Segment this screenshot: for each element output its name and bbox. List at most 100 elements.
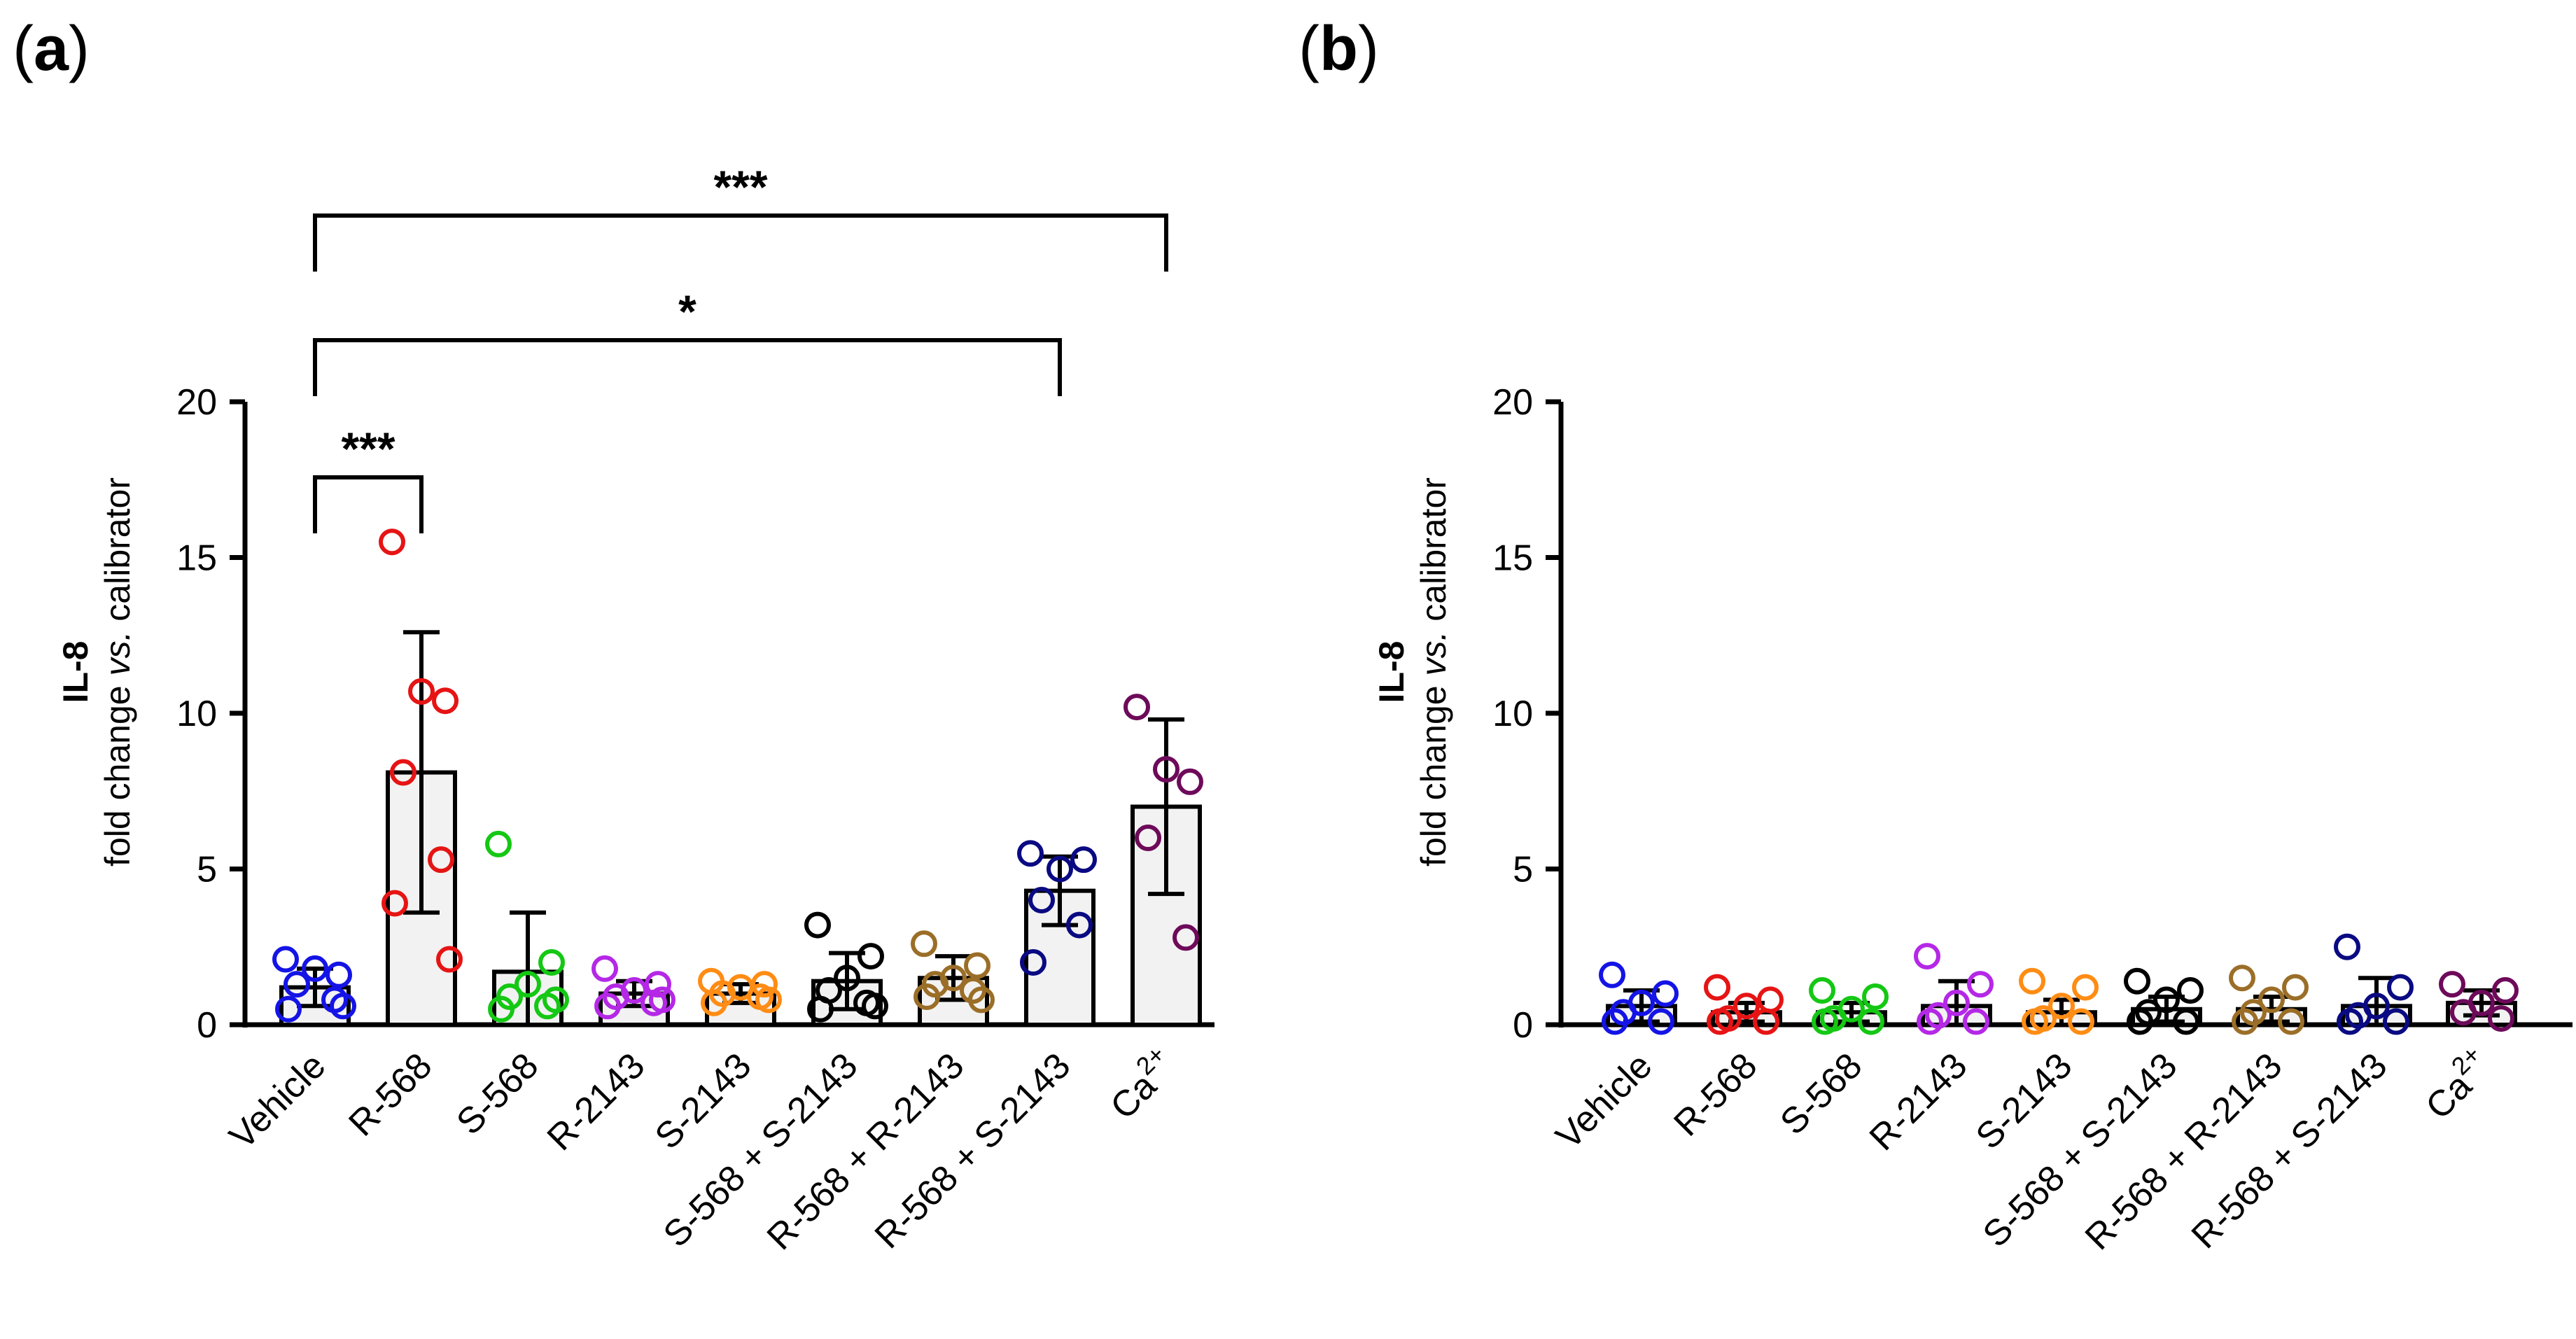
y-tick-label: 10 — [1492, 694, 1533, 734]
data-point — [804, 911, 831, 939]
data-point — [1652, 980, 1679, 1007]
data-point — [1733, 993, 1760, 1020]
data-point — [1858, 1008, 1884, 1035]
x-category-label: R-568 + R-2143 — [760, 1045, 972, 1258]
data-point — [390, 759, 416, 786]
data-point — [594, 993, 621, 1020]
data-point — [2488, 1005, 2514, 1032]
data-point — [2439, 971, 2465, 998]
data-point — [968, 986, 995, 1014]
data-point — [2124, 967, 2150, 995]
data-point — [428, 846, 454, 874]
data-point — [755, 986, 782, 1014]
x-category-label: R-568 — [341, 1045, 440, 1144]
data-point — [2334, 933, 2360, 960]
data-point — [436, 946, 463, 973]
data-point — [2258, 986, 2285, 1014]
data-point — [2282, 974, 2309, 1001]
data-point — [1177, 768, 1203, 795]
data-point — [1862, 983, 1889, 1010]
data-point — [649, 986, 676, 1014]
data-point — [1707, 1008, 1733, 1035]
data-point — [1135, 825, 1161, 851]
x-category-label: Ca2+ — [1098, 1040, 1185, 1128]
data-point — [2229, 965, 2255, 992]
data-point — [2068, 1008, 2094, 1035]
significance-bracket — [313, 338, 1062, 396]
y-tick-label: 15 — [176, 538, 217, 579]
panel-label-b: (b) — [1298, 14, 1379, 84]
data-point — [913, 983, 940, 1010]
y-axis-title-sub: fold change vs. calibrator — [98, 477, 137, 867]
data-point — [330, 993, 356, 1020]
y-axis-title-sub: fold change vs. calibrator — [1414, 477, 1453, 867]
data-point — [862, 993, 888, 1020]
x-category-label: Ca2+ — [2413, 1040, 2500, 1128]
data-point — [1028, 887, 1055, 913]
y-axis-title-bold: IL-8 — [56, 641, 95, 703]
y-tick-label: 5 — [1513, 850, 1533, 890]
data-point — [834, 965, 860, 992]
data-point — [2153, 986, 2180, 1014]
data-point — [1812, 1008, 1838, 1035]
y-axis-label-b: IL-8 fold change vs. calibrator — [1372, 477, 1453, 867]
y-tick-label: 20 — [176, 382, 217, 423]
data-point — [2387, 974, 2414, 1001]
x-category-label: R-568 + S-2143 — [2184, 1045, 2395, 1256]
x-category-label: S-568 — [1772, 1045, 1870, 1142]
data-point — [272, 946, 299, 973]
data-point — [1809, 977, 1835, 1004]
significance-bracket — [313, 475, 424, 533]
data-point — [1943, 989, 1970, 1016]
data-point — [432, 687, 458, 715]
data-point — [2337, 1008, 2363, 1035]
data-point — [1914, 943, 1940, 970]
data-point — [1020, 949, 1046, 976]
data-point — [645, 971, 671, 998]
data-point — [592, 955, 618, 982]
data-point — [1172, 924, 1199, 951]
x-category-label: S-568 + S-2143 — [656, 1045, 866, 1255]
data-point — [1017, 840, 1044, 867]
data-point — [1753, 1008, 1779, 1035]
significance-label: *** — [713, 161, 767, 213]
significance-label: *** — [341, 423, 395, 475]
y-axis-title-bold: IL-8 — [1372, 641, 1411, 703]
data-point — [1602, 1008, 1628, 1035]
data-point — [2019, 967, 2045, 995]
data-point — [1599, 961, 1625, 988]
data-point — [1648, 1008, 1674, 1035]
data-point — [2492, 977, 2519, 1004]
y-tick-label: 0 — [197, 1005, 217, 1046]
data-point — [911, 930, 937, 958]
data-point — [2173, 1008, 2199, 1035]
data-point — [382, 890, 408, 917]
data-point — [1070, 846, 1097, 874]
data-point — [2450, 999, 2477, 1026]
panel-label-a: (a) — [13, 14, 90, 84]
data-point — [1704, 974, 1730, 1001]
data-point — [2072, 974, 2099, 1001]
x-category-label: R-2143 — [540, 1045, 653, 1158]
data-point — [2232, 1008, 2258, 1035]
data-point — [538, 949, 565, 976]
significance-bracket — [313, 213, 1168, 272]
x-category-label: S-568 + S-2143 — [1975, 1045, 2185, 1255]
y-tick-label: 0 — [1513, 1005, 1533, 1046]
data-point — [701, 989, 727, 1016]
bar — [1130, 804, 1202, 1027]
y-tick-label: 20 — [1492, 382, 1533, 423]
x-category-label: R-568 + R-2143 — [2078, 1045, 2290, 1258]
data-point — [284, 971, 310, 998]
data-point — [275, 995, 302, 1023]
x-category-label: S-568 — [449, 1045, 546, 1142]
data-point — [1917, 1008, 1943, 1035]
data-point — [514, 971, 541, 998]
data-point — [2127, 1008, 2153, 1035]
data-point — [858, 943, 884, 970]
x-category-label: R-568 + S-2143 — [867, 1045, 1079, 1256]
data-point — [1124, 694, 1150, 721]
data-point — [2278, 1008, 2304, 1035]
data-point — [2022, 1008, 2048, 1035]
